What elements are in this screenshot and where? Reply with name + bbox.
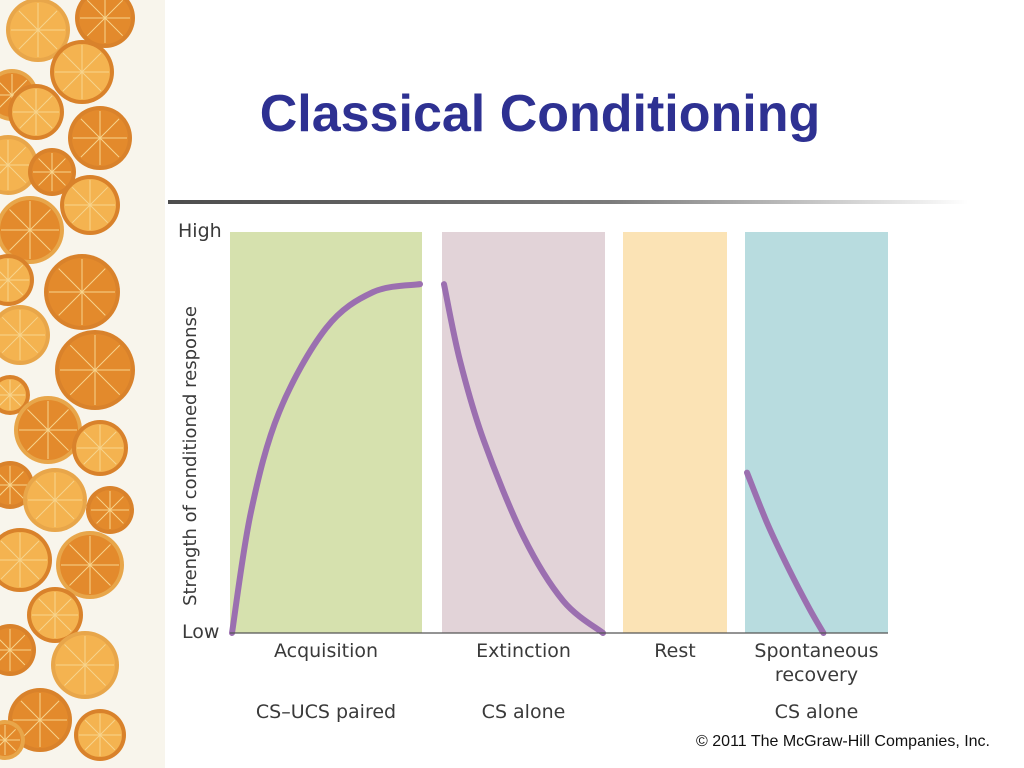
orange-slice <box>86 486 134 534</box>
orange-slice <box>0 305 50 365</box>
phase-label-spontaneous-recovery-line2: recovery <box>775 664 858 686</box>
orange-slice <box>23 468 87 532</box>
y-tick-high: High <box>178 220 222 242</box>
orange-slice <box>55 330 135 410</box>
orange-slice <box>56 531 124 599</box>
orange-slice <box>14 396 82 464</box>
orange-slices-image <box>0 0 135 761</box>
orange-slice <box>0 720 25 760</box>
orange-slices-decoration <box>0 0 165 768</box>
orange-slice <box>0 196 64 264</box>
orange-slice <box>27 587 83 643</box>
phase-label-acquisition: Acquisition <box>274 640 378 662</box>
response-curve-spontaneous-recovery <box>744 469 827 636</box>
orange-slice <box>0 254 34 306</box>
orange-slice <box>0 375 30 415</box>
phase-label-rest: Rest <box>654 640 695 662</box>
phase-band-acquisition <box>230 232 422 633</box>
orange-slice <box>0 135 38 195</box>
phase-sublabel-extinction: CS alone <box>482 701 566 723</box>
phase-label-extinction: Extinction <box>476 640 571 662</box>
slide-title: Classical Conditioning <box>259 85 821 143</box>
orange-slice <box>74 709 126 761</box>
phase-band-rest <box>623 232 727 633</box>
phase-sublabel-spontaneous-recovery: CS alone <box>775 701 859 723</box>
orange-slice <box>50 40 114 104</box>
orange-slice <box>0 528 52 592</box>
orange-slice <box>68 106 132 170</box>
y-axis-label: Strength of conditioned response <box>180 306 201 606</box>
orange-slice <box>75 0 135 48</box>
orange-slice <box>0 461 34 509</box>
copyright-notice: © 2011 The McGraw-Hill Companies, Inc. <box>696 733 990 750</box>
y-tick-low: Low <box>182 621 219 643</box>
response-curve-extinction <box>441 281 606 636</box>
title-divider <box>168 200 968 204</box>
orange-slice <box>8 688 72 752</box>
orange-slice <box>28 148 76 196</box>
phase-band-spontaneous-recovery <box>745 232 888 633</box>
orange-slice <box>8 84 64 140</box>
orange-slice <box>60 175 120 235</box>
orange-slice <box>44 254 120 330</box>
conditioning-chart: High Low Strength of conditioned respons… <box>178 220 888 723</box>
orange-slice <box>6 0 70 62</box>
orange-slice <box>72 420 128 476</box>
phase-sublabel-acquisition: CS–UCS paired <box>256 701 396 723</box>
orange-slice <box>51 631 119 699</box>
response-curve-acquisition <box>229 281 423 636</box>
phase-band-extinction <box>442 232 605 633</box>
orange-slice <box>0 624 36 676</box>
phase-label-spontaneous-recovery-line1: Spontaneous <box>754 640 878 662</box>
